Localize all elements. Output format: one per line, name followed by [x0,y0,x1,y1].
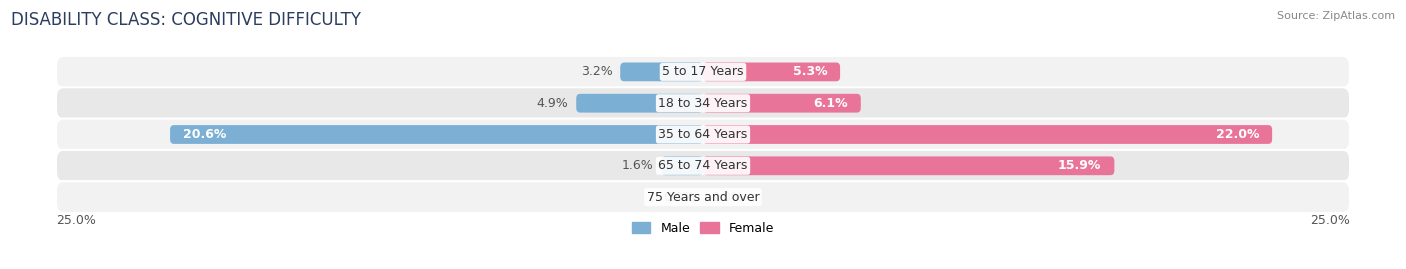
Text: 25.0%: 25.0% [56,214,96,227]
Text: 18 to 34 Years: 18 to 34 Years [658,97,748,110]
FancyBboxPatch shape [576,94,703,113]
Text: 35 to 64 Years: 35 to 64 Years [658,128,748,141]
Text: Source: ZipAtlas.com: Source: ZipAtlas.com [1277,11,1395,21]
Text: 0.0%: 0.0% [711,191,742,204]
FancyBboxPatch shape [56,150,1350,182]
Text: 3.2%: 3.2% [581,65,613,78]
Text: 75 Years and over: 75 Years and over [647,191,759,204]
FancyBboxPatch shape [703,125,1272,144]
FancyBboxPatch shape [170,125,703,144]
Text: 22.0%: 22.0% [1216,128,1260,141]
FancyBboxPatch shape [56,119,1350,150]
Text: 6.1%: 6.1% [813,97,848,110]
Text: 25.0%: 25.0% [1310,214,1350,227]
Text: 65 to 74 Years: 65 to 74 Years [658,159,748,172]
Legend: Male, Female: Male, Female [627,217,779,240]
Text: 0.0%: 0.0% [664,191,695,204]
FancyBboxPatch shape [56,181,1350,213]
Text: 5.3%: 5.3% [793,65,827,78]
Text: 20.6%: 20.6% [183,128,226,141]
FancyBboxPatch shape [703,62,841,81]
FancyBboxPatch shape [703,156,1115,175]
FancyBboxPatch shape [662,156,703,175]
Text: 4.9%: 4.9% [537,97,568,110]
Text: 1.6%: 1.6% [621,159,654,172]
Text: 15.9%: 15.9% [1059,159,1101,172]
Text: DISABILITY CLASS: COGNITIVE DIFFICULTY: DISABILITY CLASS: COGNITIVE DIFFICULTY [11,11,361,29]
FancyBboxPatch shape [703,94,860,113]
Text: 5 to 17 Years: 5 to 17 Years [662,65,744,78]
FancyBboxPatch shape [56,56,1350,88]
FancyBboxPatch shape [56,87,1350,119]
FancyBboxPatch shape [620,62,703,81]
